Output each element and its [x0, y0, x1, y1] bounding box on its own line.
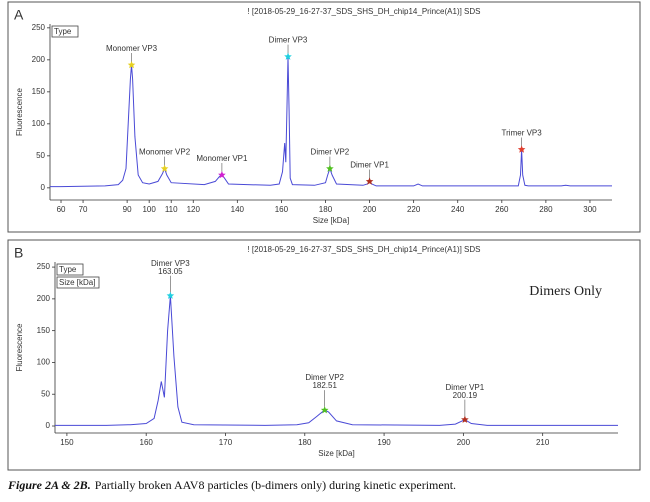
- x-tick-label: 200: [363, 205, 377, 214]
- annotation-value: 163.05: [158, 267, 183, 276]
- x-tick-label: 180: [319, 205, 333, 214]
- peak-marker: [326, 164, 334, 172]
- y-axis-label: Fluorescence: [15, 87, 24, 136]
- x-tick-label: 140: [231, 205, 245, 214]
- x-axis-label: Size [kDa]: [318, 449, 354, 458]
- legend-box-label: Type: [59, 265, 77, 274]
- y-tick-label: 250: [32, 23, 46, 32]
- x-tick-label: 210: [536, 438, 550, 447]
- caption-lead: Figure 2A & 2B.: [7, 478, 91, 492]
- annotation-label: Dimer VP1: [350, 161, 389, 170]
- y-tick-label: 200: [37, 294, 51, 303]
- note: Dimers Only: [529, 284, 602, 299]
- annotation-label: Dimer VP2: [311, 148, 350, 157]
- x-tick-label: 280: [539, 205, 553, 214]
- y-tick-label: 0: [46, 421, 51, 430]
- y-tick-label: 150: [37, 326, 51, 335]
- annotation-label: Monomer VP3: [106, 44, 158, 53]
- x-tick-label: 100: [142, 205, 156, 214]
- x-axis-label: Size [kDa]: [313, 216, 349, 225]
- legend-box: [56, 263, 84, 276]
- x-tick-label: 70: [79, 205, 88, 214]
- peak-marker: [127, 61, 136, 69]
- x-tick-label: 110: [165, 205, 178, 214]
- x-tick-label: 240: [451, 205, 465, 214]
- x-tick-label: 90: [123, 205, 132, 214]
- y-tick-label: 50: [41, 389, 50, 398]
- peak-marker: [160, 164, 169, 172]
- annotation-label: Trimer VP3: [502, 129, 543, 138]
- caption: Figure 2A & 2B. Partially broken AAV8 par…: [7, 478, 456, 492]
- annotation-label: Dimer VP3: [269, 36, 308, 45]
- legend-box-label: Size [kDa]: [59, 278, 95, 287]
- peak-marker: [320, 406, 329, 414]
- panel-label: B: [14, 245, 23, 261]
- annotation-value: 182.51: [312, 381, 337, 390]
- y-tick-label: 150: [32, 87, 46, 96]
- legend-box: [51, 25, 79, 38]
- peak-marker: [284, 52, 292, 60]
- legend-box-label: Type: [54, 27, 72, 36]
- y-tick-label: 50: [36, 151, 45, 160]
- panel-label: A: [14, 7, 24, 23]
- annotation-label: Dimer VP3: [151, 259, 190, 268]
- annotation-label: Dimer VP2: [305, 373, 344, 382]
- panel-title: ! [2018-05-29_16-27-37_SDS_SHS_DH_chip14…: [247, 245, 480, 254]
- peak-marker: [218, 171, 226, 179]
- panel-frame: [7, 239, 641, 471]
- peak-marker: [517, 145, 526, 153]
- x-tick-label: 180: [298, 438, 312, 447]
- panel-frame: [7, 1, 641, 233]
- legend-box: [56, 276, 100, 289]
- x-tick-label: 190: [377, 438, 391, 447]
- x-tick-label: 160: [275, 205, 289, 214]
- x-tick-label: 300: [583, 205, 597, 214]
- trace: [50, 56, 612, 188]
- caption-text: Partially broken AAV8 particles (b-dimer…: [95, 478, 456, 492]
- x-tick-label: 120: [187, 205, 201, 214]
- x-tick-label: 200: [457, 438, 471, 447]
- y-tick-label: 200: [32, 55, 46, 64]
- x-tick-label: 60: [57, 205, 66, 214]
- peak-marker: [461, 415, 469, 423]
- panel-title: ! [2018-05-29_16-27-37_SDS_SHS_DH_chip14…: [247, 7, 480, 16]
- trace: [55, 295, 618, 426]
- y-tick-label: 0: [41, 183, 46, 192]
- y-axis-label: Fluorescence: [15, 323, 24, 372]
- x-tick-label: 220: [407, 205, 421, 214]
- y-tick-label: 100: [32, 119, 46, 128]
- x-tick-label: 170: [219, 438, 233, 447]
- y-tick-label: 250: [37, 262, 51, 271]
- annotation-label: Monomer VP1: [196, 154, 248, 163]
- peak-marker: [365, 177, 374, 185]
- annotation-label: Dimer VP1: [446, 383, 485, 392]
- annotation-value: 200.19: [453, 391, 478, 400]
- x-tick-label: 260: [495, 205, 509, 214]
- x-tick-label: 150: [60, 438, 74, 447]
- x-tick-label: 160: [140, 438, 154, 447]
- peak-marker: [166, 291, 175, 299]
- y-tick-label: 100: [37, 358, 51, 367]
- annotation-label: Monomer VP2: [139, 148, 191, 157]
